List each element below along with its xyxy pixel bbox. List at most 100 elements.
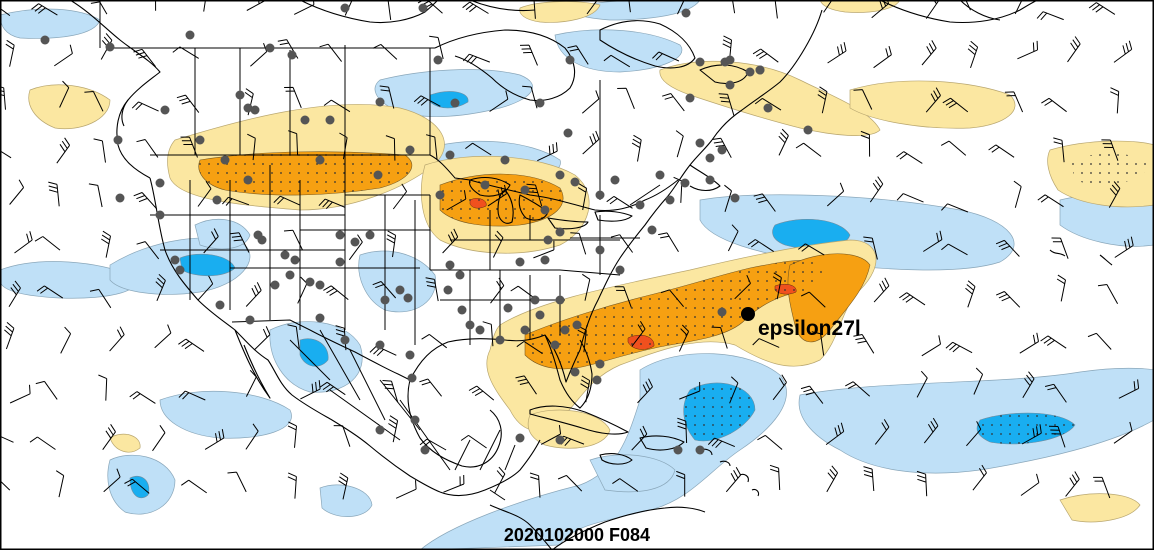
station-marker xyxy=(40,35,50,45)
wind-barb xyxy=(323,99,351,113)
wind-barb xyxy=(612,478,639,492)
wind-barb xyxy=(1108,181,1121,208)
pos-anomaly-area xyxy=(519,1,601,23)
wind-barb xyxy=(675,130,684,158)
wind-barb xyxy=(250,43,268,67)
wind-barb xyxy=(0,150,12,159)
wind-barb xyxy=(60,326,72,354)
wind-barb xyxy=(465,142,492,156)
wind-barb xyxy=(54,44,73,67)
station-marker xyxy=(500,155,510,165)
wind-barb xyxy=(577,183,588,211)
wind-barb xyxy=(941,203,969,213)
wind-barb xyxy=(853,89,873,110)
station-marker xyxy=(695,445,705,455)
model-run-label: 2020102000 F084 xyxy=(504,525,650,545)
wind-barb xyxy=(429,35,444,60)
strong-neg-anomaly xyxy=(299,338,329,367)
wind-barb xyxy=(1013,180,1022,208)
wind-barb xyxy=(180,136,198,158)
pos-anomaly-area xyxy=(28,84,111,130)
wind-barb xyxy=(637,378,653,404)
station-marker xyxy=(375,340,385,350)
wind-barb xyxy=(1051,237,1069,259)
station-marker xyxy=(680,178,690,188)
station-marker xyxy=(717,307,727,317)
wind-barb xyxy=(1019,332,1039,354)
wind-barb xyxy=(610,234,634,253)
wind-barb xyxy=(287,421,297,448)
wind-barb xyxy=(1118,379,1140,399)
station-marker xyxy=(705,175,715,185)
station-marker xyxy=(113,135,123,145)
wind-barb xyxy=(203,228,219,254)
wind-barb xyxy=(724,184,732,212)
wind-barb xyxy=(197,180,212,207)
station-marker xyxy=(515,257,525,267)
neg-anomaly-area xyxy=(159,390,292,439)
wind-barb xyxy=(245,282,262,307)
wind-barb xyxy=(1113,40,1133,63)
wind-barb xyxy=(1067,36,1081,63)
station-marker xyxy=(105,42,115,52)
storm-center-dot xyxy=(741,307,755,321)
wind-barb xyxy=(35,380,58,400)
wind-barb xyxy=(89,288,112,309)
station-marker xyxy=(300,115,310,125)
wind-barb xyxy=(800,291,826,308)
wind-barb xyxy=(253,326,271,351)
station-marker xyxy=(647,225,657,235)
wind-barb xyxy=(1110,87,1120,114)
wind-barb xyxy=(942,97,969,113)
neg-anomaly-area xyxy=(0,261,136,299)
station-marker xyxy=(803,125,813,135)
wind-barb xyxy=(582,130,600,155)
wind-barb xyxy=(515,375,537,395)
station-marker xyxy=(465,320,475,330)
wind-barb xyxy=(131,101,159,112)
station-marker xyxy=(403,293,413,303)
wind-barb xyxy=(230,232,250,253)
wind-barb xyxy=(388,415,399,443)
wind-barb xyxy=(247,133,256,161)
station-marker xyxy=(705,153,715,163)
station-marker xyxy=(535,310,545,320)
station-marker xyxy=(763,103,773,113)
wind-barb xyxy=(945,341,973,354)
wind-barb xyxy=(677,0,685,15)
wind-barb xyxy=(826,182,845,207)
wind-barb xyxy=(154,324,172,349)
wind-barb xyxy=(9,179,25,205)
station-marker xyxy=(115,193,125,203)
wind-barb xyxy=(966,421,982,447)
coastlines xyxy=(69,0,1113,550)
wind-barb xyxy=(88,183,103,208)
wind-barb xyxy=(1097,284,1119,304)
wind-barb xyxy=(586,0,598,15)
station-marker xyxy=(235,90,245,100)
wind-barb xyxy=(98,374,108,401)
station-marker xyxy=(257,235,267,245)
wind-barb xyxy=(1041,97,1067,113)
wind-barb xyxy=(413,95,441,107)
wind-barb xyxy=(757,434,783,450)
station-marker xyxy=(450,98,460,108)
wind-barb xyxy=(288,130,299,156)
wind-barb xyxy=(245,423,259,450)
station-marker xyxy=(725,55,735,65)
wind-barb xyxy=(419,378,442,397)
wind-barb xyxy=(769,464,781,491)
wind-barb xyxy=(425,277,439,302)
wind-barb xyxy=(817,86,828,114)
wind-barb xyxy=(631,321,646,347)
station-marker xyxy=(220,155,230,165)
station-marker xyxy=(315,155,325,165)
station-marker xyxy=(457,305,467,315)
neg-anomaly-area xyxy=(798,367,1154,474)
wind-barb xyxy=(348,234,363,261)
wind-barb xyxy=(446,190,467,211)
wind-barb xyxy=(1113,421,1133,444)
wind-barb xyxy=(246,0,267,11)
